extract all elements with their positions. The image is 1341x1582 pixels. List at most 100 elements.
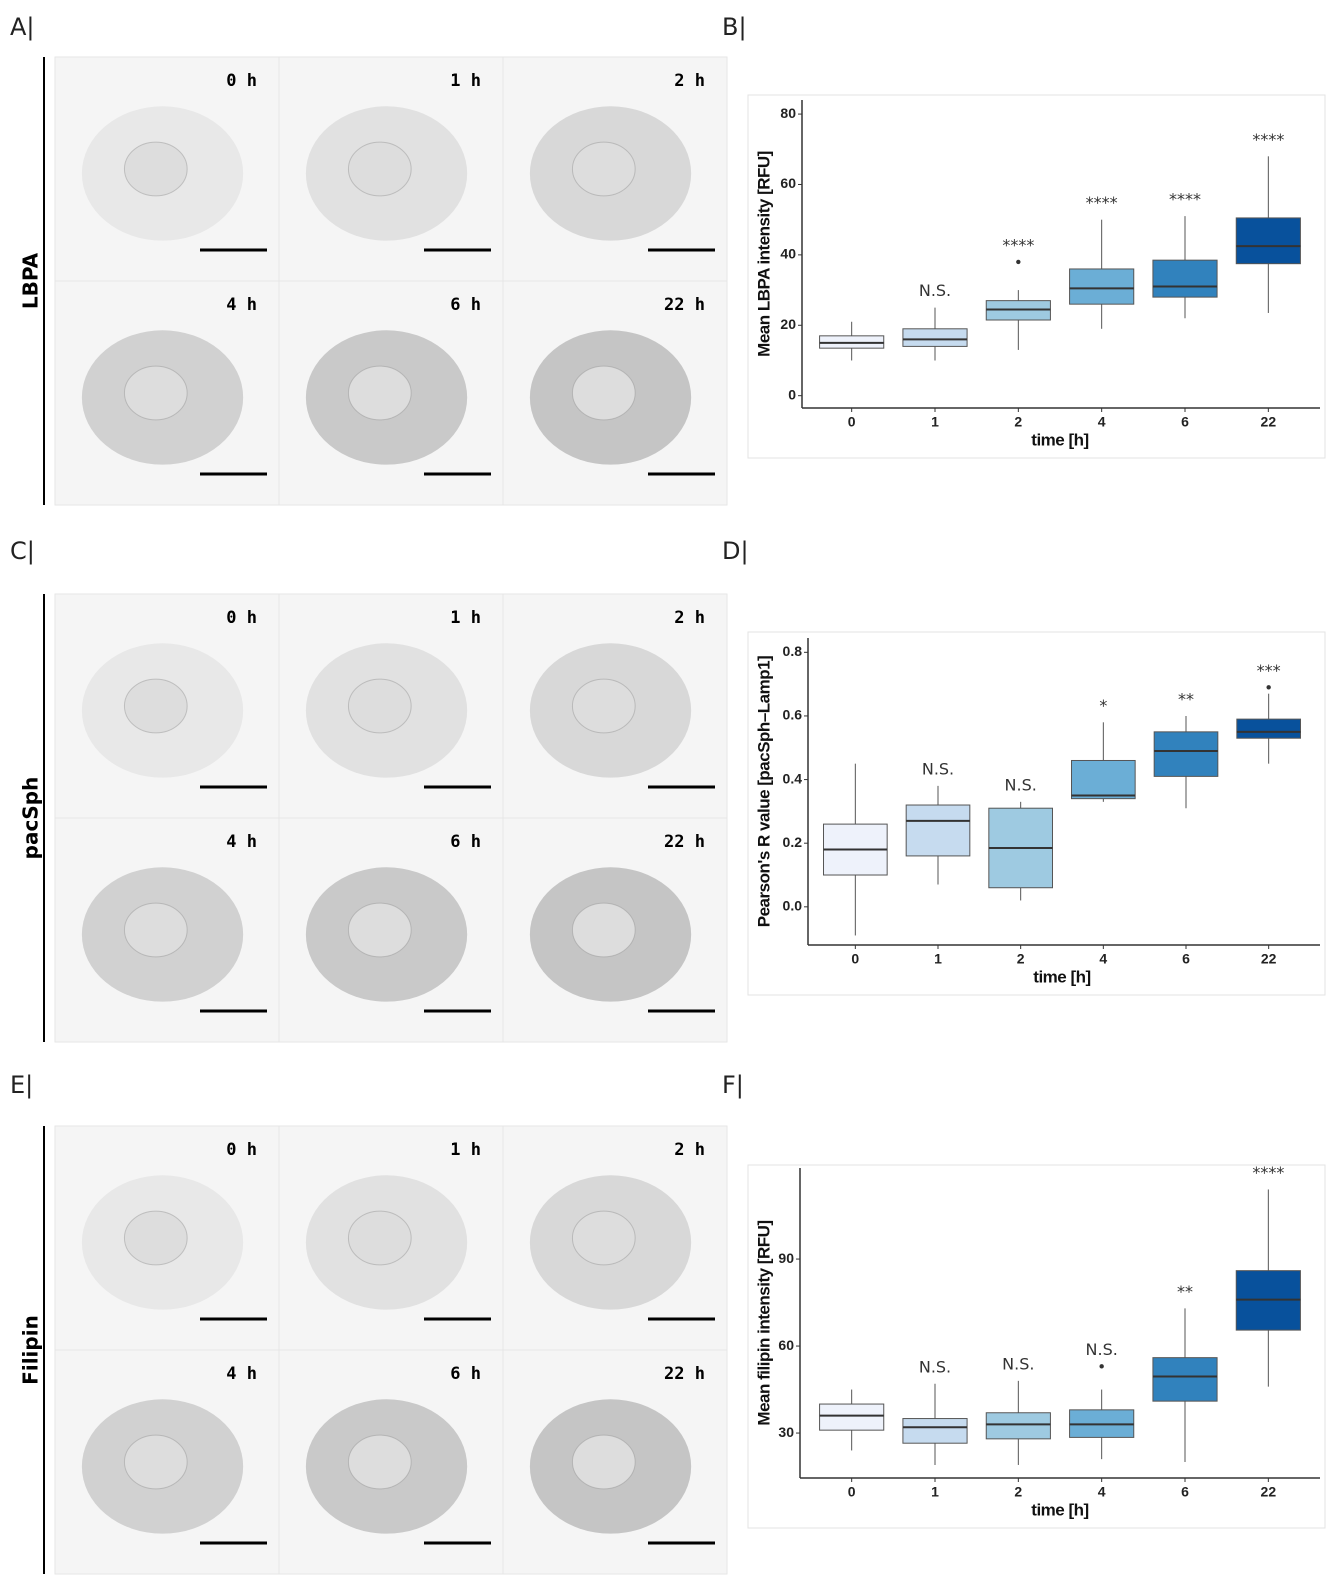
- chart-frame: [747, 94, 1326, 459]
- panel-letter: B|: [722, 13, 747, 41]
- x-tick-label: 0: [851, 951, 859, 967]
- micrograph-tile: 6 h: [278, 1349, 504, 1575]
- nucleus: [347, 1210, 412, 1266]
- micrograph-tile: 2 h: [502, 56, 728, 282]
- micrograph-tile: 2 h: [502, 1125, 728, 1351]
- nucleus: [571, 1210, 636, 1266]
- box: [1153, 731, 1219, 777]
- row-label: Filipin: [19, 1315, 43, 1385]
- box: [1071, 759, 1136, 800]
- significance: N.S.: [1086, 1340, 1118, 1359]
- time-label: 4 h: [226, 1364, 257, 1384]
- significance: ****: [1002, 235, 1034, 254]
- outlier: [1099, 1364, 1104, 1369]
- micrograph-tile: 22 h: [502, 817, 728, 1043]
- nucleus: [571, 1434, 636, 1490]
- x-tick-label: 0: [848, 1484, 856, 1500]
- significance: ****: [1252, 130, 1284, 149]
- micrograph-tile: 0 h: [54, 56, 280, 282]
- y-tick-label: 90: [778, 1250, 794, 1266]
- significance: *: [1099, 696, 1107, 715]
- box: [905, 804, 971, 857]
- x-tick-label: 4: [1098, 414, 1106, 430]
- micrograph-tile: 0 h: [54, 593, 280, 819]
- micrograph-tile: 6 h: [278, 817, 504, 1043]
- x-tick-label: 6: [1182, 951, 1190, 967]
- nucleus: [123, 678, 188, 734]
- time-label: 0 h: [226, 1140, 257, 1160]
- x-axis-label: time [h]: [1031, 1500, 1088, 1519]
- x-axis-label: time [h]: [1033, 967, 1090, 986]
- time-label: 2 h: [674, 71, 705, 91]
- x-tick-label: 4: [1099, 951, 1107, 967]
- nucleus: [347, 902, 412, 958]
- time-label: 1 h: [450, 608, 481, 628]
- significance: N.S.: [922, 759, 954, 778]
- y-tick-label: 60: [780, 175, 796, 191]
- x-tick-label: 22: [1261, 951, 1277, 967]
- time-label: 2 h: [674, 1140, 705, 1160]
- time-label: 4 h: [226, 295, 257, 315]
- box: [1069, 268, 1135, 305]
- micrograph-tile: 6 h: [278, 280, 504, 506]
- nucleus: [571, 365, 636, 421]
- y-tick-label: 60: [778, 1337, 794, 1353]
- micrograph-tile: 22 h: [502, 1349, 728, 1575]
- nucleus: [571, 141, 636, 197]
- y-axis-label: Mean LBPA intensity [RFU]: [754, 151, 773, 357]
- panel-letter: A|: [10, 13, 35, 41]
- significance: ****: [1086, 193, 1118, 212]
- time-label: 22 h: [664, 832, 705, 852]
- significance: **: [1178, 689, 1194, 708]
- time-label: 6 h: [450, 295, 481, 315]
- chart-frame: [747, 631, 1326, 996]
- time-label: 1 h: [450, 71, 481, 91]
- x-tick-label: 1: [934, 951, 942, 967]
- outlier: [1266, 685, 1271, 690]
- box: [1152, 259, 1218, 298]
- outlier: [1016, 259, 1021, 265]
- micrograph-tile: 0 h: [54, 1125, 280, 1351]
- nucleus: [347, 678, 412, 734]
- y-tick-label: 0.2: [783, 834, 803, 850]
- row-label: pacSph: [19, 777, 43, 860]
- time-label: 4 h: [226, 832, 257, 852]
- nucleus: [571, 678, 636, 734]
- time-label: 6 h: [450, 1364, 481, 1384]
- time-label: 0 h: [226, 608, 257, 628]
- y-tick-label: 80: [780, 105, 796, 121]
- y-tick-label: 0.4: [783, 770, 803, 786]
- nucleus: [123, 1434, 188, 1490]
- box: [902, 328, 968, 347]
- box: [1235, 217, 1301, 265]
- significance: N.S.: [1002, 1354, 1034, 1373]
- panel-letter: E|: [10, 1071, 33, 1099]
- box: [1236, 718, 1301, 739]
- time-label: 6 h: [450, 832, 481, 852]
- y-tick-label: 30: [778, 1424, 794, 1440]
- micrograph-tile: 1 h: [278, 593, 504, 819]
- nucleus: [571, 902, 636, 958]
- time-label: 1 h: [450, 1140, 481, 1160]
- time-label: 22 h: [664, 295, 705, 315]
- y-tick-label: 20: [780, 316, 796, 332]
- box: [819, 1403, 885, 1431]
- y-tick-label: 40: [780, 246, 796, 262]
- significance: **: [1177, 1282, 1193, 1301]
- chart-frame: [747, 1164, 1326, 1529]
- y-tick-label: 0: [788, 386, 796, 402]
- x-tick-label: 0: [848, 414, 856, 430]
- x-tick-label: 2: [1017, 951, 1025, 967]
- box: [985, 1412, 1051, 1440]
- micrograph-tile: 22 h: [502, 280, 728, 506]
- time-label: 2 h: [674, 608, 705, 628]
- x-tick-label: 22: [1261, 1484, 1277, 1500]
- significance: N.S.: [919, 281, 951, 300]
- time-label: 0 h: [226, 71, 257, 91]
- box: [902, 1418, 968, 1444]
- significance: N.S.: [919, 1357, 951, 1376]
- row-label: LBPA: [19, 252, 43, 309]
- nucleus: [347, 365, 412, 421]
- panel-letter: F|: [722, 1071, 744, 1099]
